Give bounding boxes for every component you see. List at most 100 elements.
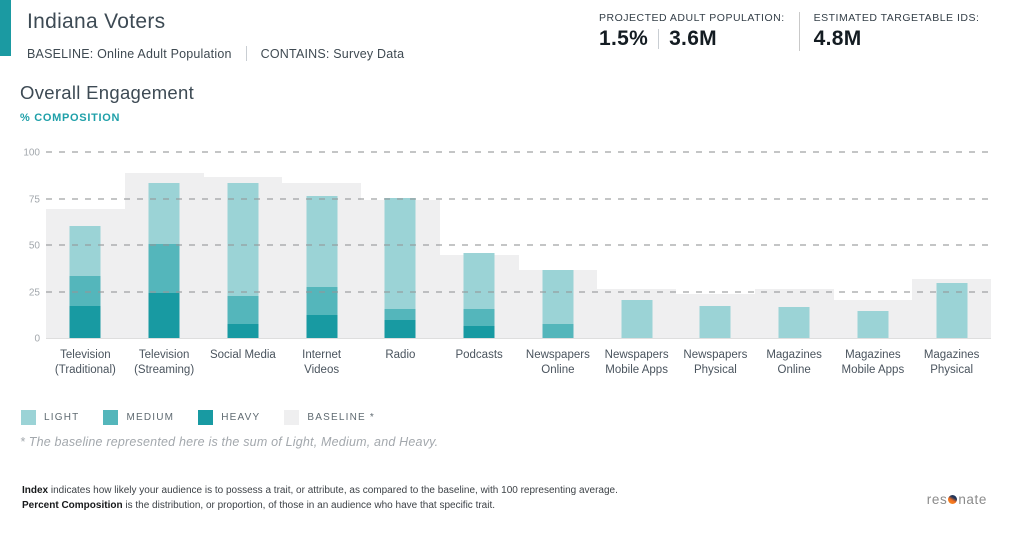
stat-value-percent: 1.5% — [599, 27, 649, 50]
stacked-bar[interactable] — [69, 225, 101, 339]
resonate-logo: res nate — [926, 492, 987, 507]
x-axis-label: Magazines Online — [766, 349, 822, 376]
plot-columns — [46, 153, 991, 339]
chart-column — [754, 153, 834, 339]
stat-value-population: 3.6M — [669, 27, 717, 50]
x-axis-label: Magazines Physical — [923, 349, 980, 376]
stacked-bar[interactable] — [699, 305, 731, 339]
bar-segment-heavy[interactable] — [69, 305, 101, 339]
bar-segment-heavy[interactable] — [227, 324, 259, 339]
stacked-bar[interactable] — [148, 182, 180, 339]
bar-segment-light[interactable] — [778, 307, 810, 339]
bar-segment-light[interactable] — [857, 311, 889, 339]
stacked-bar[interactable] — [778, 307, 810, 339]
x-axis-label: Internet Videos — [302, 349, 342, 376]
chart-area: 0 25 50 75 100 Television (Traditional) Televi… — [23, 148, 991, 378]
divider — [658, 29, 660, 49]
bar-segment-light[interactable] — [69, 225, 101, 276]
bar-segment-light[interactable] — [463, 253, 495, 310]
header-stats: PROJECTED ADULT POPULATION: 1.5% 3.6M ES… — [599, 12, 979, 51]
stat-label: PROJECTED ADULT POPULATION: — [599, 12, 785, 24]
bar-segment-light[interactable] — [227, 182, 259, 297]
x-axis-label: Newspapers Mobile Apps — [604, 349, 669, 376]
bar-segment-medium[interactable] — [306, 286, 338, 315]
chart-subtitle: % COMPOSITION — [20, 112, 121, 124]
chart-title: Overall Engagement — [20, 82, 195, 103]
legend-item-baseline[interactable]: BASELINE * — [284, 410, 375, 425]
stacked-bar[interactable] — [621, 299, 653, 339]
stacked-bar[interactable] — [306, 195, 338, 339]
bar-segment-medium[interactable] — [227, 296, 259, 325]
x-axis-label: Television (Streaming) — [134, 349, 195, 376]
stacked-bar[interactable] — [542, 270, 574, 339]
header-subrow: BASELINE: Online Adult Population CONTAI… — [27, 46, 404, 61]
light-swatch-icon — [21, 410, 36, 425]
chart-column — [203, 153, 283, 339]
bar-segment-heavy[interactable] — [306, 314, 338, 339]
chart-column — [124, 153, 204, 339]
bar-segment-light[interactable] — [621, 299, 653, 339]
chart-column — [361, 153, 440, 339]
chart-column — [912, 153, 991, 339]
bar-segment-medium[interactable] — [542, 324, 574, 339]
bar-segment-heavy[interactable] — [384, 320, 416, 339]
bar-segment-light[interactable] — [542, 270, 574, 325]
legend: LIGHT MEDIUM HEAVY BASELINE * — [21, 410, 399, 425]
chart-column — [46, 153, 125, 339]
chart-column — [833, 153, 913, 339]
stat-projected-population: PROJECTED ADULT POPULATION: 1.5% 3.6M — [599, 12, 785, 51]
stacked-bar[interactable] — [463, 253, 495, 339]
x-axis-label: Television (Traditional) — [54, 349, 116, 376]
heavy-swatch-icon — [198, 410, 214, 425]
stacked-bar[interactable] — [384, 197, 416, 339]
percent-composition-definition: Percent Composition is the distribution,… — [22, 499, 496, 511]
bar-segment-medium[interactable] — [148, 244, 180, 293]
stat-value-ids: 4.8M — [813, 27, 862, 50]
medium-swatch-icon — [103, 410, 119, 425]
x-axis-label: Radio — [385, 349, 416, 361]
stat-label: ESTIMATED TARGETABLE IDS: — [813, 12, 980, 24]
bar-segment-medium[interactable] — [69, 275, 101, 306]
legend-item-heavy[interactable]: HEAVY — [198, 410, 260, 425]
bar-segment-light[interactable] — [936, 283, 968, 339]
bar-segment-light[interactable] — [384, 197, 416, 310]
x-axis-label: Newspapers Online — [525, 349, 590, 376]
baseline-info: BASELINE: Online Adult Population — [27, 46, 232, 61]
index-definition: Index indicates how likely your audience… — [22, 485, 618, 496]
plot-area: 0 25 50 75 100 — [23, 148, 991, 345]
chart-column — [439, 153, 519, 339]
bar-segment-heavy[interactable] — [463, 325, 495, 339]
x-axis-labels: Television (Traditional) Television (Stream… — [46, 348, 991, 378]
bar-segment-medium[interactable] — [384, 309, 416, 321]
accent-bar — [0, 0, 11, 56]
legend-item-light[interactable]: LIGHT — [21, 410, 79, 425]
bar-segment-light[interactable] — [699, 305, 731, 339]
chart-column — [597, 153, 676, 339]
chart-column — [518, 153, 598, 339]
contains-info: CONTAINS: Survey Data — [260, 46, 405, 61]
y-axis-tick-label: 50 — [28, 240, 40, 252]
y-axis-tick-label: 100 — [23, 147, 40, 159]
x-axis-label: Newspapers Physical — [683, 349, 748, 376]
chart-column — [676, 153, 755, 339]
legend-item-medium[interactable]: MEDIUM — [103, 410, 174, 425]
y-axis-tick-label: 0 — [34, 333, 40, 345]
stacked-bar[interactable] — [227, 182, 259, 339]
y-axis-tick-label: 25 — [28, 287, 40, 298]
page-title: Indiana Voters — [27, 10, 166, 33]
logo-dot-icon — [948, 495, 958, 504]
stacked-bar[interactable] — [857, 311, 889, 339]
stat-targetable-ids: ESTIMATED TARGETABLE IDS: 4.8M — [814, 12, 980, 51]
chart-column — [282, 153, 361, 339]
bar-segment-light[interactable] — [306, 195, 338, 287]
bar-segment-medium[interactable] — [463, 309, 495, 326]
baseline-footnote: * The baseline represented here is the s… — [20, 435, 439, 449]
stacked-bar[interactable] — [936, 283, 968, 339]
x-axis-label: Social Media — [209, 349, 276, 361]
bar-segment-heavy[interactable] — [148, 292, 180, 339]
divider — [245, 46, 247, 61]
footer-definitions: Index indicates how likely your audience… — [22, 484, 618, 513]
bar-segment-light[interactable] — [148, 182, 180, 245]
x-axis-label: Podcasts — [455, 349, 503, 361]
